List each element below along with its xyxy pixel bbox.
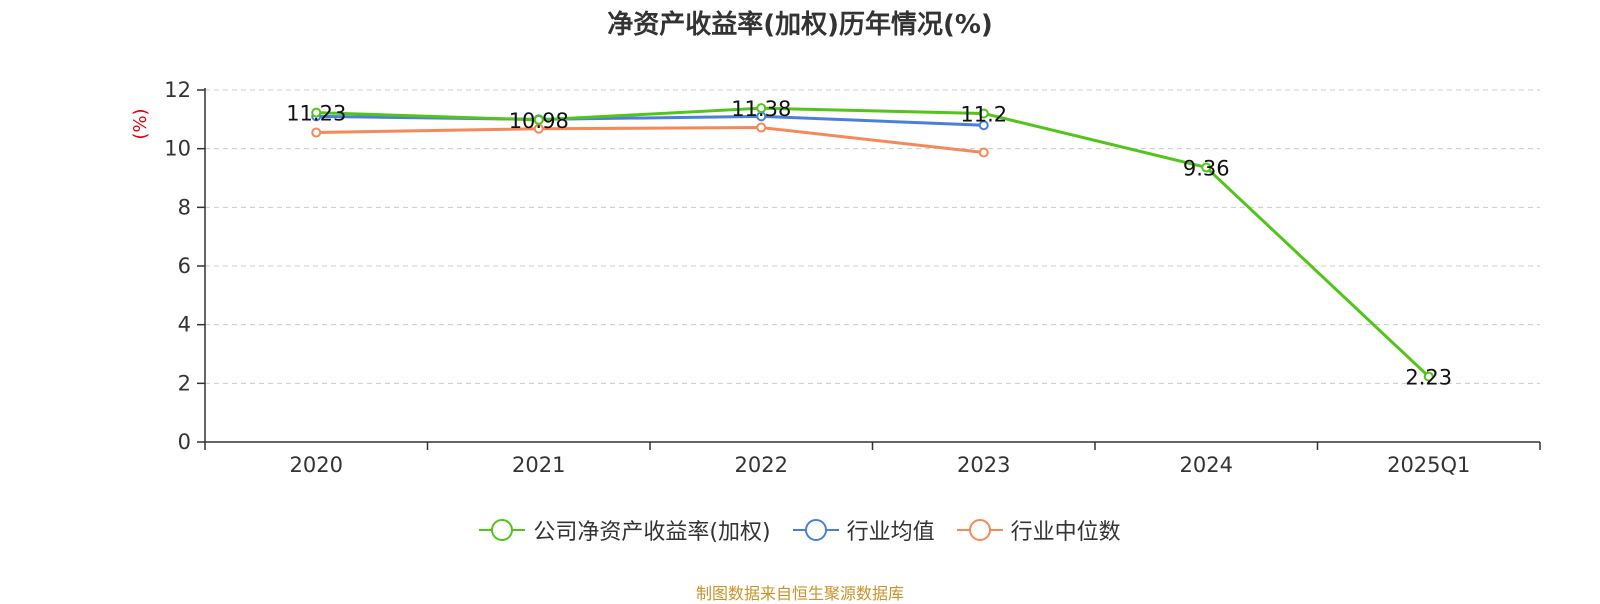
y-tick-label: 0 (178, 430, 191, 454)
data-label: 2.23 (1405, 366, 1452, 390)
legend-item[interactable]: 行业均值 (792, 514, 935, 546)
source-note: 制图数据来自恒生聚源数据库 (695, 584, 904, 603)
data-point (533, 114, 544, 125)
y-tick-label: 4 (178, 313, 191, 337)
y-tick-label: 12 (164, 78, 191, 102)
legend-label: 行业均值 (846, 520, 935, 545)
y-tick-label: 2 (178, 371, 191, 395)
series-line (316, 126, 984, 154)
data-label: 11.2 (960, 102, 1007, 126)
y-axis-label: (%) (130, 108, 151, 139)
data-label: 11.38 (731, 97, 791, 121)
x-tick-label: 2022 (735, 453, 788, 477)
data-label: 9.36 (1183, 156, 1230, 180)
legend-line-circle-icon (479, 519, 526, 541)
x-tick-label: 2023 (957, 453, 1010, 477)
chart-title: 净资产收益率(加权)历年情况(%) (607, 10, 993, 40)
legend: 公司净资产收益率(加权) 行业均值 行业中位数 (0, 514, 1600, 546)
series-layer (311, 103, 1434, 382)
x-tick-label: 2025Q1 (1387, 453, 1470, 477)
axis-layer: 0 2 4 6 8 10 12 2020 2021 2022 2023 2024 2025Q1 (164, 78, 1541, 477)
legend-label: 行业中位数 (1010, 520, 1121, 545)
x-tick-label: 2021 (512, 453, 565, 477)
data-point (978, 147, 989, 158)
y-tick-label: 6 (178, 254, 191, 278)
legend-line-circle-icon (956, 519, 1003, 541)
y-tick-label: 8 (178, 195, 191, 219)
data-point (311, 127, 322, 138)
grid-layer (205, 89, 1540, 384)
series-line (316, 106, 1430, 378)
data-point (978, 108, 989, 119)
data-point (978, 120, 989, 131)
data-label: 10.98 (509, 109, 569, 133)
legend-item[interactable]: 行业中位数 (956, 514, 1121, 546)
label-layer: 11.23 10.98 11.38 11.2 9.36 2.23 (286, 97, 1452, 389)
data-point (1423, 371, 1434, 382)
legend-label: 公司净资产收益率(加权) (533, 520, 771, 545)
data-point (311, 107, 322, 118)
data-point (756, 103, 767, 114)
data-point (756, 122, 767, 133)
x-tick-label: 2020 (290, 453, 343, 477)
data-point (1201, 162, 1212, 173)
x-tick-label: 2024 (1180, 453, 1233, 477)
legend-item[interactable]: 公司净资产收益率(加权) (479, 514, 771, 546)
series-line (316, 114, 984, 127)
data-label: 11.23 (286, 102, 346, 126)
y-tick-label: 10 (164, 137, 191, 161)
legend-line-circle-icon (792, 519, 839, 541)
